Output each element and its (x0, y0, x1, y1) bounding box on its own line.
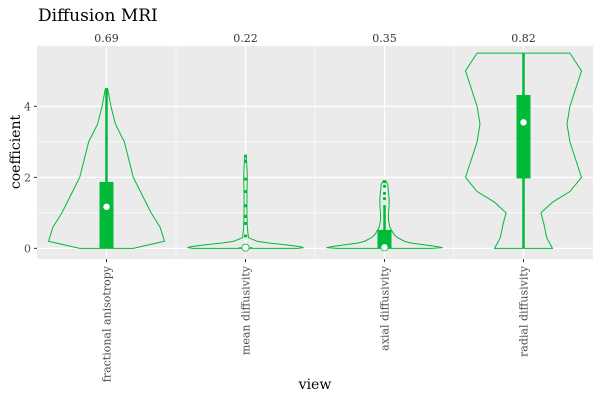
outlier-point (382, 191, 387, 195)
x-tick-label: axial diffusivity (379, 265, 392, 351)
violin-box (99, 181, 114, 249)
annotation-label: 0.35 (372, 32, 397, 45)
violin-box (516, 94, 531, 179)
violins (47, 52, 583, 252)
x-tick-label: mean diffusivity (240, 265, 253, 355)
violin-box (377, 229, 392, 249)
median-point (519, 118, 528, 127)
annotations: 0.69 0.22 0.35 0.82 (94, 32, 536, 45)
x-tick-label: radial diffusivity (518, 265, 531, 357)
y-tick-label: 0 (24, 242, 31, 255)
x-axis: fractional anisotropy mean diffusivity axi… (101, 259, 531, 382)
outlier-point (243, 154, 248, 158)
y-axis: 0 2 4 (24, 100, 37, 255)
y-tick-label: 2 (24, 171, 31, 184)
y-axis-label: coefficient (8, 115, 24, 190)
x-tick-label: fractional anisotropy (101, 265, 114, 382)
annotation-label: 0.22 (233, 32, 258, 45)
annotation-label: 0.69 (94, 32, 119, 45)
outlier-point (243, 177, 248, 181)
median-point (241, 243, 250, 252)
outlier-point (243, 214, 248, 218)
median-point (380, 243, 389, 252)
median-point (102, 202, 111, 211)
chart-title: Diffusion MRI (38, 6, 158, 26)
outlier-point (243, 221, 248, 226)
outlier-point (243, 159, 248, 163)
y-tick-label: 4 (24, 100, 31, 113)
outlier-point (382, 197, 387, 201)
outlier-point (243, 189, 248, 194)
outlier-point (382, 180, 387, 184)
outlier-point (243, 234, 248, 238)
outlier-point (382, 184, 387, 188)
outlier-point (243, 204, 248, 208)
annotation-label: 0.82 (511, 32, 536, 45)
x-axis-label: view (298, 377, 332, 393)
violin-outline (464, 52, 583, 249)
